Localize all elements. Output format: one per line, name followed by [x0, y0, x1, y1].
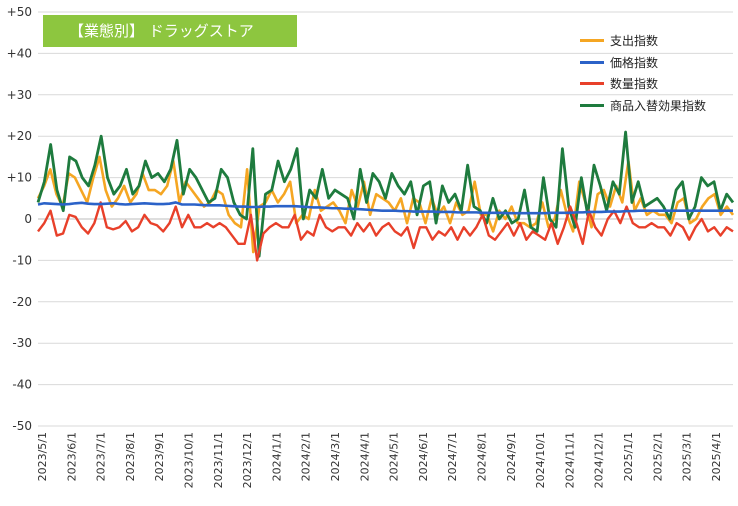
x-tick-label: 2024/10/1 [534, 432, 547, 488]
grid-lines [38, 11, 733, 427]
legend-label-mix: 商品入替効果指数 [610, 98, 707, 113]
x-tick-label: 2024/7/1 [446, 432, 459, 481]
legend-swatch-mix [580, 103, 604, 107]
x-tick-label: 2023/11/1 [212, 432, 225, 488]
legend-swatch-spend [580, 39, 604, 43]
x-axis-tick-labels: 2023/5/1 2023/6/1 2023/7/1 2023/8/1 2023/9/1… [36, 432, 723, 488]
legend: 支出指数 価格指数 数量指数 商品入替効果指数 [580, 30, 706, 116]
x-tick-label: 2023/9/1 [153, 432, 166, 481]
y-tick-label: -30 [12, 336, 32, 350]
legend-item-price: 価格指数 [580, 52, 706, 74]
series-lines [36, 130, 735, 262]
x-tick-label: 2023/6/1 [65, 432, 78, 481]
x-tick-label: 2024/4/1 [358, 432, 371, 481]
chart-title: 【業態別】 ドラッグストア [43, 15, 297, 47]
legend-label-spend: 支出指数 [610, 34, 659, 49]
x-tick-label: 2024/8/1 [476, 432, 489, 481]
series-line-mix [36, 130, 735, 258]
y-tick-label: -10 [12, 253, 32, 267]
y-tick-label: +20 [7, 129, 32, 143]
x-tick-label: 2024/1/1 [270, 432, 283, 481]
x-tick-label: 2023/7/1 [95, 432, 108, 481]
x-tick-label: 2024/5/1 [388, 432, 401, 481]
legend-item-mix: 商品入替効果指数 [580, 95, 706, 117]
y-tick-label: +10 [7, 171, 32, 185]
y-tick-label: -40 [12, 378, 32, 392]
y-tick-label: +50 [7, 5, 32, 19]
x-tick-label: 2024/6/1 [417, 432, 430, 481]
legend-item-quantity: 数量指数 [580, 73, 706, 95]
x-tick-label: 2024/11/1 [563, 432, 576, 488]
x-tick-label: 2023/10/1 [183, 432, 196, 488]
x-tick-label: 2023/8/1 [124, 432, 137, 481]
y-tick-label: +30 [7, 88, 32, 102]
legend-label-quantity: 数量指数 [610, 77, 659, 92]
y-tick-label: +40 [7, 46, 32, 60]
x-tick-label: 2025/1/1 [622, 432, 635, 481]
series-line-price [37, 201, 733, 215]
x-tick-label: 2025/2/1 [651, 432, 664, 481]
legend-item-spend: 支出指数 [580, 30, 706, 52]
x-tick-label: 2025/3/1 [681, 432, 694, 481]
y-axis-tick-labels: +50 +40 +30 +20 +10 0 -10 -20 -30 -40 -50 [7, 5, 32, 433]
legend-label-price: 価格指数 [610, 55, 659, 70]
x-tick-label: 2024/3/1 [329, 432, 342, 481]
x-tick-label: 2025/4/1 [710, 432, 723, 481]
x-tick-label: 2024/9/1 [505, 432, 518, 481]
x-tick-label: 2024/2/1 [300, 432, 313, 481]
y-tick-label: -50 [12, 419, 32, 433]
legend-swatch-quantity [580, 82, 604, 86]
y-tick-label: -20 [12, 295, 32, 309]
x-tick-label: 2023/5/1 [36, 432, 49, 481]
y-tick-label: 0 [24, 212, 32, 226]
x-tick-label: 2024/12/1 [593, 432, 606, 488]
x-tick-label: 2023/12/1 [241, 432, 254, 488]
series-line-quantity [37, 201, 734, 262]
legend-swatch-price [580, 60, 604, 64]
